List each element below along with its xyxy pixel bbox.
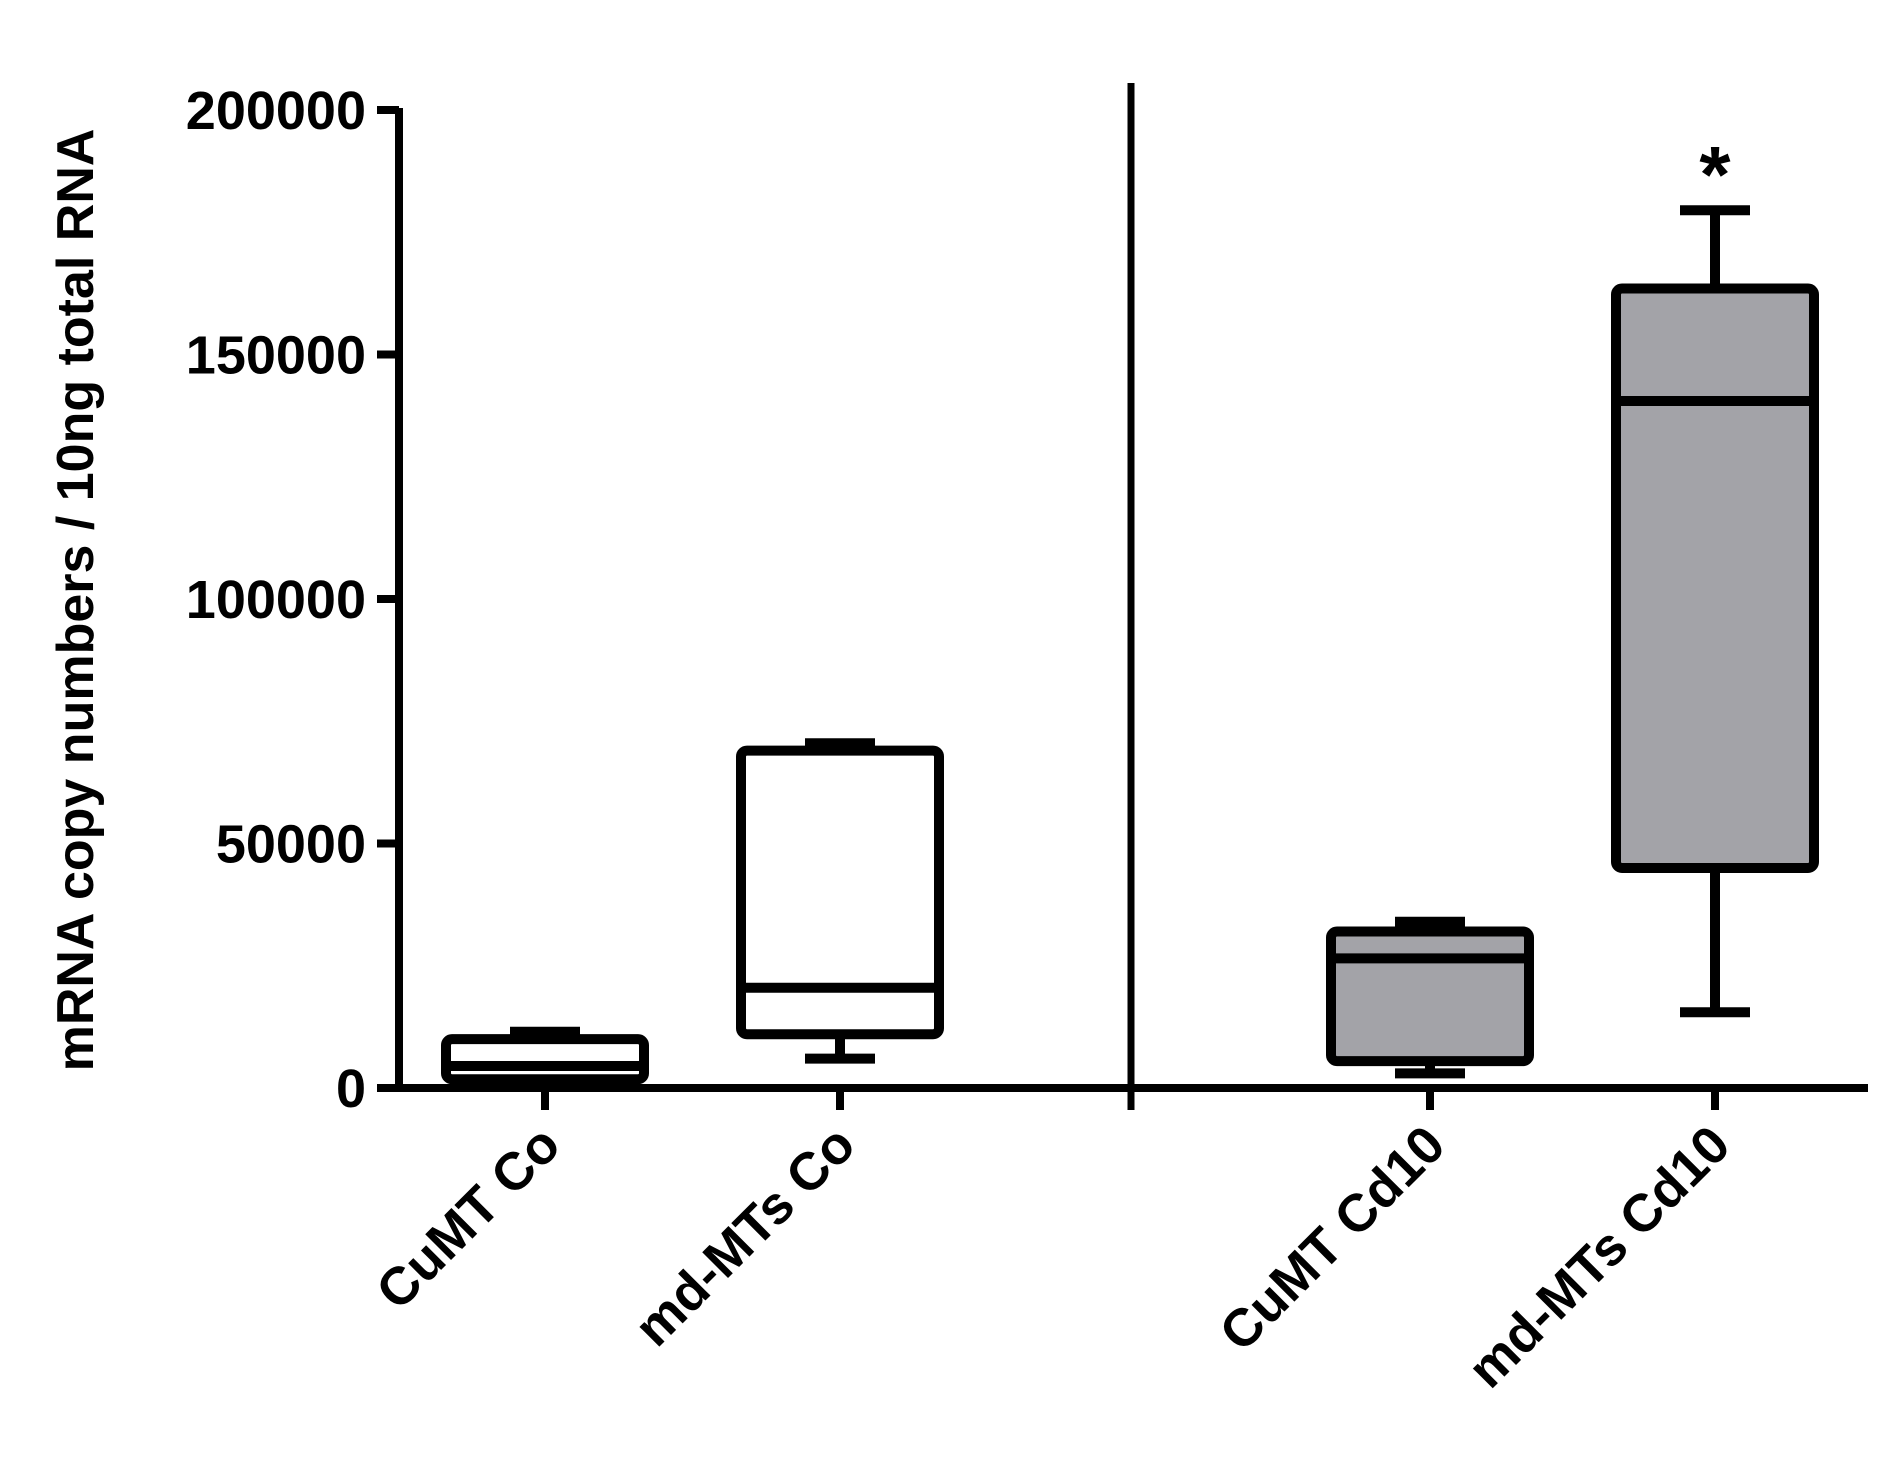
significance-marker: * <box>1699 130 1731 219</box>
x-category-label: CuMT Co <box>365 1115 571 1321</box>
box-group <box>441 1026 649 1110</box>
x-category-label: CuMT Cd10 <box>1209 1115 1457 1363</box>
y-tick-label: 150000 <box>186 326 366 386</box>
box-iqr <box>1326 926 1534 1067</box>
box-group <box>736 738 944 1110</box>
y-tick-label: 100000 <box>186 570 366 630</box>
x-category-label: md-MTs Co <box>624 1115 867 1358</box>
y-tick-label: 0 <box>336 1059 366 1119</box>
box-iqr <box>441 1034 649 1085</box>
y-axis-title: mRNA copy numbers / 10ng total RNA <box>47 129 105 1072</box>
box-group <box>1326 916 1534 1110</box>
x-category-label: md-MTs Cd10 <box>1457 1115 1742 1400</box>
y-tick-label: 50000 <box>216 815 366 875</box>
box-series: * <box>441 130 1819 1110</box>
y-tick-label: 200000 <box>186 81 366 141</box>
box-iqr <box>1611 283 1819 873</box>
box-group: * <box>1611 130 1819 1110</box>
box-iqr <box>736 745 944 1040</box>
y-ticks: 0 50000 100000 150000 200000 <box>186 81 399 1119</box>
x-category-labels: CuMT Co md-MTs Co CuMT Cd10 md-MTs Cd10 <box>365 1115 1741 1400</box>
